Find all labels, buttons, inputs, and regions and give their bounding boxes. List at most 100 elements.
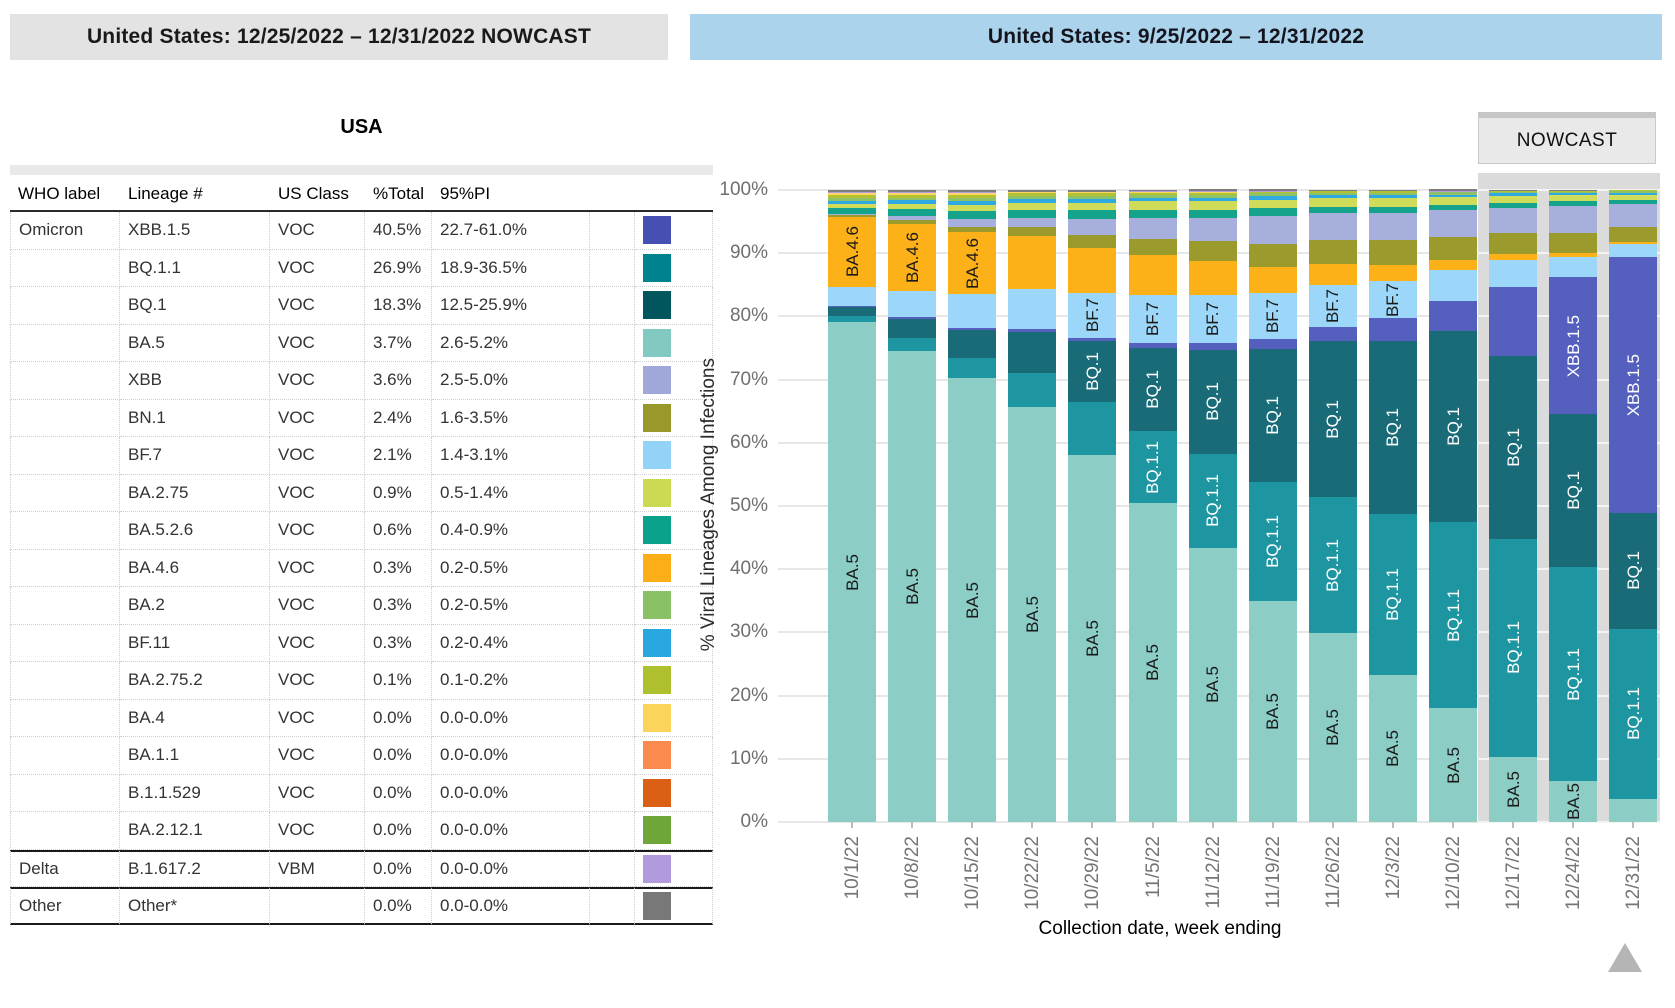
- bar-segment-BA.5.2.6[interactable]: [1489, 202, 1538, 208]
- bar-segment-B.1.617.2[interactable]: [1128, 191, 1177, 193]
- bar-segment-BA.2[interactable]: [1549, 191, 1598, 194]
- bar-segment-XBB[interactable]: [1429, 210, 1477, 237]
- bar-segment-BA.2[interactable]: [1068, 195, 1117, 199]
- bar-segment-BA.4[interactable]: [1008, 192, 1057, 194]
- bar-segment-XBB[interactable]: [828, 214, 876, 216]
- bar-segment-BQ.1[interactable]: [828, 306, 876, 316]
- bar-segment-Other[interactable]: [1308, 190, 1357, 192]
- bar-segment-BF.11[interactable]: [1489, 193, 1538, 196]
- bar-segment-BA.2.75[interactable]: [1008, 202, 1057, 210]
- bar-segment-BA.4.6[interactable]: [1128, 255, 1177, 295]
- bar-segment-BF.7[interactable]: [828, 287, 876, 306]
- bar-segment-BA.2.75[interactable]: [1549, 195, 1598, 202]
- stacked-bar-10/15/22[interactable]: BA.5 BA.4.6: [948, 190, 997, 822]
- bar-segment-BF.7[interactable]: [888, 290, 937, 318]
- bar-segment-BA.2[interactable]: [1008, 195, 1057, 199]
- bar-segment-BF.7[interactable]: BF.7: [1308, 284, 1357, 327]
- bar-segment-BN.1[interactable]: [888, 219, 937, 224]
- bar-segment-XBB[interactable]: [948, 218, 997, 227]
- bar-segment-BA.5[interactable]: BA.5: [1429, 708, 1477, 822]
- bar-segment-XBB.1.5[interactable]: [948, 327, 997, 330]
- bar-segment-BA.2.75.2[interactable]: [948, 194, 997, 198]
- bar-segment-BA.2[interactable]: [1308, 192, 1357, 196]
- bar-segment-BQ.1.1[interactable]: BQ.1.1: [1489, 538, 1538, 757]
- stacked-bar-12/3/22[interactable]: BA.5 BQ.1.1 BQ.1 BF.7: [1368, 190, 1417, 822]
- bar-segment-BA.5.2.6[interactable]: [1008, 209, 1057, 218]
- bar-segment-BA.2.75.2[interactable]: [1128, 192, 1177, 195]
- bar-segment-XBB.1.5[interactable]: [828, 305, 876, 307]
- bar-segment-BA.5[interactable]: BA.5: [1188, 547, 1237, 822]
- bar-segment-BQ.1.1[interactable]: [948, 357, 997, 379]
- bar-segment-Other[interactable]: [1368, 190, 1417, 192]
- bar-segment-Other[interactable]: [1008, 190, 1057, 193]
- bar-segment-BA.5.2.6[interactable]: [1128, 209, 1177, 218]
- bar-segment-XBB.1.5[interactable]: [1368, 318, 1417, 342]
- bar-segment-BA.4[interactable]: [948, 192, 997, 195]
- stacked-bar-10/29/22[interactable]: BA.5 BQ.1 BF.7: [1068, 190, 1117, 822]
- bar-segment-BF.11[interactable]: [1429, 194, 1477, 198]
- bar-segment-BA.2.75.2[interactable]: [1068, 193, 1117, 196]
- bar-segment-BN.1[interactable]: [1429, 236, 1477, 260]
- stacked-bar-11/19/22[interactable]: BA.5 BQ.1.1 BQ.1 BF.7: [1248, 189, 1297, 822]
- bar-segment-BA.5[interactable]: BA.5: [888, 350, 937, 822]
- bar-segment-BN.1[interactable]: [1549, 233, 1598, 253]
- bar-segment-BA.5[interactable]: BA.5: [1308, 633, 1357, 822]
- bar-segment-BA.2.75[interactable]: [1609, 194, 1658, 201]
- bar-segment-BQ.1[interactable]: [948, 329, 997, 358]
- bar-segment-BA.2.75[interactable]: [1128, 201, 1177, 210]
- bar-segment-BF.11[interactable]: [1128, 197, 1177, 202]
- bar-segment-BA.4.6[interactable]: [1008, 235, 1057, 289]
- bar-segment-Other[interactable]: [1068, 190, 1117, 193]
- bar-segment-BA.2[interactable]: [1429, 191, 1477, 195]
- bar-segment-B.1.617.2[interactable]: [1248, 190, 1297, 192]
- bar-segment-BN.1[interactable]: [1308, 239, 1357, 264]
- bar-segment-BA.5[interactable]: BA.5: [1248, 600, 1297, 822]
- bar-segment-BF.11[interactable]: [1248, 196, 1297, 200]
- bar-segment-BA.4.6[interactable]: BA.4.6: [888, 223, 937, 291]
- bar-segment-BA.2[interactable]: [828, 198, 876, 201]
- bar-segment-BQ.1.1[interactable]: [888, 337, 937, 351]
- bar-segment-BN.1[interactable]: [948, 226, 997, 233]
- bar-segment-BN.1[interactable]: [1368, 239, 1417, 266]
- bar-segment-BA.4.6[interactable]: [1188, 260, 1237, 295]
- bar-segment-XBB.1.5[interactable]: [1308, 326, 1357, 342]
- bar-segment-BA.4.6[interactable]: [1248, 266, 1297, 294]
- bar-segment-XBB[interactable]: [1128, 217, 1177, 239]
- stacked-bar-12/17/22[interactable]: BA.5 BQ.1.1 BQ.1: [1489, 190, 1538, 822]
- bar-segment-BA.2.75.2[interactable]: [1308, 191, 1357, 193]
- bar-segment-BA.5.2.6[interactable]: [888, 209, 937, 216]
- bar-segment-BQ.1.1[interactable]: [1068, 401, 1117, 456]
- bar-segment-BQ.1.1[interactable]: BQ.1.1: [1248, 482, 1297, 601]
- bar-segment-B.1.617.2[interactable]: [1429, 190, 1477, 192]
- bar-segment-BA.2.75[interactable]: [948, 204, 997, 211]
- bar-segment-BF.11[interactable]: [1068, 198, 1117, 203]
- stacked-bar-10/1/22[interactable]: BA.5 BA.4.6: [828, 190, 876, 822]
- bar-segment-BF.7[interactable]: [1429, 270, 1477, 302]
- bar-segment-BQ.1.1[interactable]: BQ.1.1: [1609, 628, 1658, 799]
- stacked-bar-11/12/22[interactable]: BA.5 BQ.1.1 BQ.1 BF.7: [1188, 189, 1237, 822]
- bar-segment-BA.5.2.6[interactable]: [828, 207, 876, 215]
- bar-segment-BN.1[interactable]: [1248, 243, 1297, 267]
- bar-segment-XBB.1.5[interactable]: [1188, 342, 1237, 350]
- bar-segment-BQ.1[interactable]: BQ.1: [1068, 341, 1117, 402]
- bar-segment-BA.5[interactable]: BA.5: [828, 322, 876, 822]
- bar-segment-BA.4.6[interactable]: [1368, 265, 1417, 282]
- bar-segment-XBB[interactable]: [1549, 205, 1598, 234]
- bar-segment-BA.5[interactable]: [1609, 798, 1658, 822]
- bar-segment-BF.11[interactable]: [948, 200, 997, 205]
- bar-segment-BA.2[interactable]: [888, 197, 937, 201]
- bar-segment-BF.7[interactable]: BF.7: [1068, 293, 1117, 338]
- bar-segment-XBB[interactable]: [1248, 215, 1297, 244]
- bar-segment-BF.11[interactable]: [1549, 193, 1598, 196]
- bar-segment-Other[interactable]: [1549, 190, 1598, 191]
- bar-segment-BA.2.75[interactable]: [1489, 195, 1538, 203]
- bar-segment-BQ.1[interactable]: BQ.1: [1188, 349, 1237, 454]
- bar-segment-Other[interactable]: [1188, 189, 1237, 192]
- bar-segment-BA.2.75.2[interactable]: [1549, 190, 1598, 192]
- bar-segment-XBB.1.5[interactable]: XBB.1.5: [1549, 277, 1598, 415]
- bar-segment-BA.2[interactable]: [1489, 191, 1538, 194]
- bar-segment-BQ.1[interactable]: [1008, 331, 1057, 374]
- bar-segment-BQ.1[interactable]: BQ.1: [1489, 356, 1538, 539]
- stacked-bar-10/8/22[interactable]: BA.5 BA.4.6: [888, 190, 937, 822]
- bar-segment-BQ.1.1[interactable]: BQ.1.1: [1549, 567, 1598, 781]
